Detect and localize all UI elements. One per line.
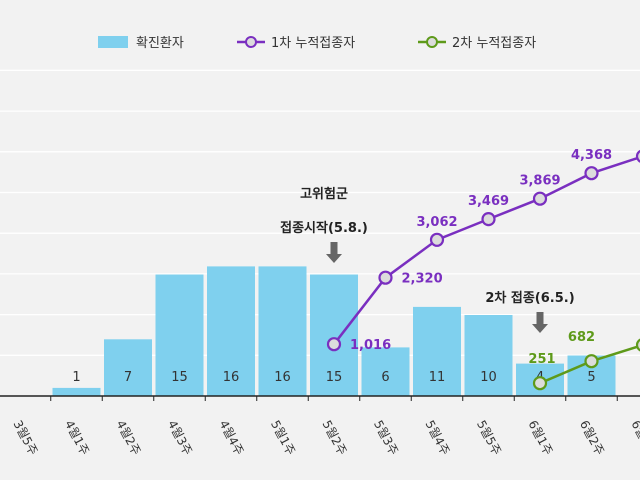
annotation-arrow [532,312,548,333]
line-point [429,232,445,247]
legend-label: 2차 누적접종자 [452,36,536,51]
legend-marker [426,36,438,48]
annotation-arrow [326,242,342,263]
line-point [584,166,599,181]
line-series: 1,016 2,320 3,062 3,469 3,869 4,368 251 682 [326,148,640,391]
line-data-label: 251 [528,352,555,367]
legend-label: 1차 누적접종자 [271,36,355,51]
line-data-label: 682 [568,330,595,345]
bar-value-label: 15 [326,370,343,385]
legend-swatch-bar [98,36,128,48]
annotation-text: 고위험군 [300,186,348,202]
bar-value-label: 6 [381,370,389,385]
line-data-label: 2,320 [402,272,443,287]
annotation-text: 접종시작(5.8.) [280,220,368,236]
bar [155,274,204,396]
legend-marker [245,36,257,48]
bar-value-label: 15 [171,370,188,385]
line-point [481,212,496,227]
bar [52,387,101,396]
bar [413,306,461,396]
line-point [532,191,548,206]
bar-value-label: 16 [274,370,291,385]
gridlines [0,69,640,356]
bar [104,339,152,396]
line-point [326,337,342,352]
bar-value-label: 11 [429,370,446,385]
line-data-label: 4,368 [571,148,612,163]
bar [207,266,255,396]
bar-value-label: 16 [223,370,240,385]
line-data-label: 3,062 [416,215,457,230]
line-point [378,270,393,285]
line-data-label: 3,469 [468,194,509,209]
line-point [635,338,640,352]
bar-value-label: 7 [124,370,132,385]
bar [361,347,410,396]
line-data-label: 1,016 [350,338,391,353]
bar-value-label: 1 [72,370,80,385]
line-point [584,354,599,369]
line-point [635,149,640,163]
bar-value-label: 10 [480,370,497,385]
bar [258,266,307,396]
bar [310,274,358,396]
bar-series: 17151616156111045 [52,266,616,396]
line-data-label: 3,869 [519,174,560,189]
legend-label: 확진환자 [136,36,184,51]
bar-value-label: 5 [587,370,595,385]
annotation-text: 2차 접종(6.5.) [485,290,574,306]
line-point [532,376,548,391]
legend: 확진환자 1차 누적접종자 2차 누적접종자 [98,36,536,51]
bar [464,315,513,396]
